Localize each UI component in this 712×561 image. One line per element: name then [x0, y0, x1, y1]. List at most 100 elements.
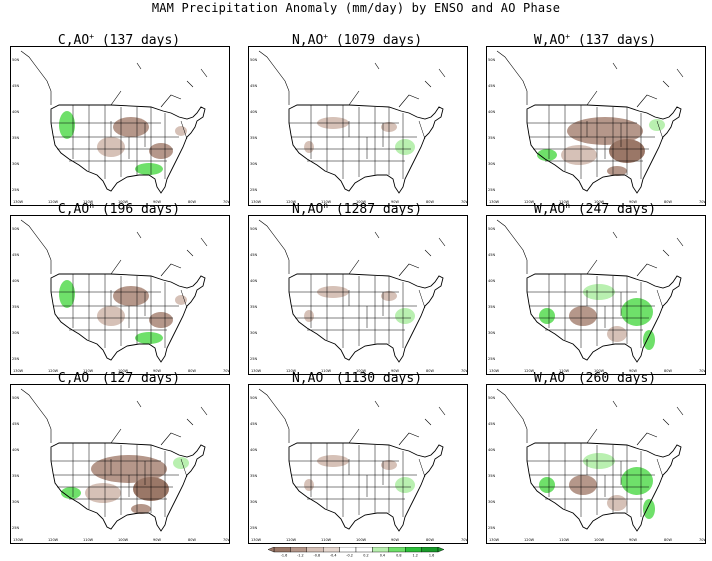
- colorbar-label: -0.4: [330, 554, 337, 558]
- coastline: [20, 388, 208, 446]
- lat-tick-label: 40N: [250, 448, 257, 452]
- anomaly-region: [175, 126, 187, 136]
- lat-tick-label: 25N: [12, 188, 19, 192]
- lon-tick-label: 80W: [664, 369, 672, 373]
- state-border: [418, 289, 426, 309]
- lat-tick-label: 40N: [12, 279, 19, 283]
- map-panel: C,AOn (196 days) 130W 120W 110W 100W 90W 80W 70…: [5, 199, 233, 377]
- lat-tick-label: 30N: [12, 500, 19, 504]
- lat-tick-label: 45N: [488, 84, 495, 88]
- colorbar-graphic: -1.6 -1.2 -0.8 -0.4 -0.2 0.2 0.4 0.8 1.2 1.6: [267, 546, 445, 558]
- lat-tick-label: 45N: [250, 84, 257, 88]
- anomaly-region: [621, 467, 653, 495]
- lat-tick-label: 35N: [488, 474, 495, 478]
- lon-tick-label: 90W: [153, 538, 161, 542]
- lon-tick-label: 100W: [356, 538, 367, 542]
- panel-days: (196 days): [94, 202, 181, 217]
- anomaly-region: [135, 163, 163, 175]
- lon-tick-label: 90W: [391, 200, 399, 204]
- lon-tick-label: 90W: [153, 369, 161, 373]
- lat-tick-label: 40N: [488, 448, 495, 452]
- lat-tick-label: 35N: [250, 136, 257, 140]
- lon-tick-label: 110W: [321, 538, 332, 542]
- map-panel: W,AO+ (137 days) 130W 120W 110W 100W 90W 80W 70…: [481, 30, 709, 208]
- anomaly-region: [649, 119, 665, 131]
- colorbar-swatch: [355, 546, 373, 553]
- lon-tick-label: 80W: [426, 538, 434, 542]
- lat-tick-label: 30N: [12, 331, 19, 335]
- anomaly-region: [175, 295, 187, 305]
- map-panel: C,AO− (127 days) 130W 120W 110W 100W 90W 80W 70…: [5, 368, 233, 546]
- lon-tick-label: 70W: [699, 200, 705, 204]
- lat-tick-label: 50N: [488, 58, 495, 62]
- lat-tick-label: 45N: [250, 253, 257, 257]
- lon-tick-label: 110W: [321, 369, 332, 373]
- lon-tick-label: 110W: [559, 538, 570, 542]
- lat-tick-label: 50N: [488, 396, 495, 400]
- panel-enso-ao: C,AO: [57, 371, 90, 386]
- map-graphic: 130W 120W 110W 100W 90W 80W 70W 50N 45N 40N 35N 30N…: [12, 388, 229, 542]
- lat-tick-label: 30N: [250, 162, 257, 166]
- anomaly-region: [643, 330, 655, 350]
- lon-tick-label: 110W: [321, 200, 332, 204]
- lat-tick-label: 45N: [12, 84, 19, 88]
- map-panel: N,AO− (1130 days) 130W 120W 110W 100W 90W 80W 7…: [243, 368, 471, 546]
- state-border: [656, 289, 664, 309]
- anomaly-region: [97, 137, 125, 157]
- lat-tick-label: 30N: [488, 331, 495, 335]
- anomaly-region: [607, 326, 627, 342]
- lon-tick-label: 90W: [391, 369, 399, 373]
- lat-tick-label: 40N: [12, 448, 19, 452]
- lon-tick-label: 100W: [118, 538, 129, 542]
- lat-tick-label: 45N: [488, 253, 495, 257]
- lon-tick-label: 70W: [461, 369, 467, 373]
- anomaly-region: [621, 298, 653, 326]
- panel-days: (260 days): [570, 371, 657, 386]
- panel-days: (247 days): [570, 202, 657, 217]
- anomaly-region: [85, 483, 121, 503]
- lon-tick-label: 120W: [524, 200, 535, 204]
- lon-tick-label: 130W: [251, 369, 262, 373]
- lon-tick-label: 130W: [489, 369, 500, 373]
- panel-ao-sign: −: [89, 370, 95, 379]
- precip-map: 130W 120W 110W 100W 90W 80W 70W 50N 45N 40N 35N 30N…: [10, 384, 230, 544]
- panel-title: N,AOn (1287 days): [243, 199, 471, 217]
- lon-tick-label: 100W: [594, 369, 605, 373]
- anomaly-region: [569, 475, 597, 495]
- lat-tick-label: 50N: [12, 227, 19, 231]
- lat-tick-label: 25N: [488, 526, 495, 530]
- coastline: [496, 219, 684, 277]
- lat-tick-label: 35N: [250, 305, 257, 309]
- precip-map: 130W 120W 110W 100W 90W 80W 70W 50N 45N 40N 35N 30N…: [248, 46, 468, 206]
- lon-tick-label: 90W: [629, 369, 637, 373]
- state-border: [418, 458, 426, 478]
- colorbar-right-arrow: [437, 546, 445, 553]
- lon-tick-label: 110W: [559, 369, 570, 373]
- colorbar-swatch: [388, 546, 406, 553]
- lon-tick-label: 110W: [83, 538, 94, 542]
- map-graphic: 130W 120W 110W 100W 90W 80W 70W 50N 45N 40N 35N 30N…: [250, 219, 467, 373]
- panel-ao-sign: n: [89, 201, 95, 210]
- colorbar-label: -1.2: [297, 554, 304, 558]
- anomaly-region: [59, 280, 75, 308]
- lon-tick-label: 130W: [13, 200, 24, 204]
- lon-tick-label: 70W: [223, 200, 229, 204]
- lat-tick-label: 45N: [488, 422, 495, 426]
- map-graphic: 130W 120W 110W 100W 90W 80W 70W 50N 45N 40N 35N 30N…: [488, 50, 705, 204]
- map-panel: N,AOn (1287 days) 130W 120W 110W 100W 90W 80W 7…: [243, 199, 471, 377]
- panel-ao-sign: +: [323, 32, 329, 41]
- map-graphic: 130W 120W 110W 100W 90W 80W 70W 50N 45N 40N 35N 30N…: [250, 50, 467, 204]
- panel-enso-ao: W,AO: [533, 33, 566, 48]
- panel-ao-sign: n: [323, 201, 329, 210]
- lon-tick-label: 110W: [559, 200, 570, 204]
- colorbar-label: 0.4: [380, 554, 385, 558]
- anomaly-region: [59, 111, 75, 139]
- lat-tick-label: 25N: [250, 357, 257, 361]
- lon-tick-label: 120W: [48, 538, 59, 542]
- lat-tick-label: 25N: [250, 526, 257, 530]
- lon-tick-label: 70W: [699, 369, 705, 373]
- panel-title: W,AOn (247 days): [481, 199, 709, 217]
- panel-days: (137 days): [570, 33, 657, 48]
- colorbar-swatch: [323, 546, 340, 553]
- us-outline: [50, 104, 206, 194]
